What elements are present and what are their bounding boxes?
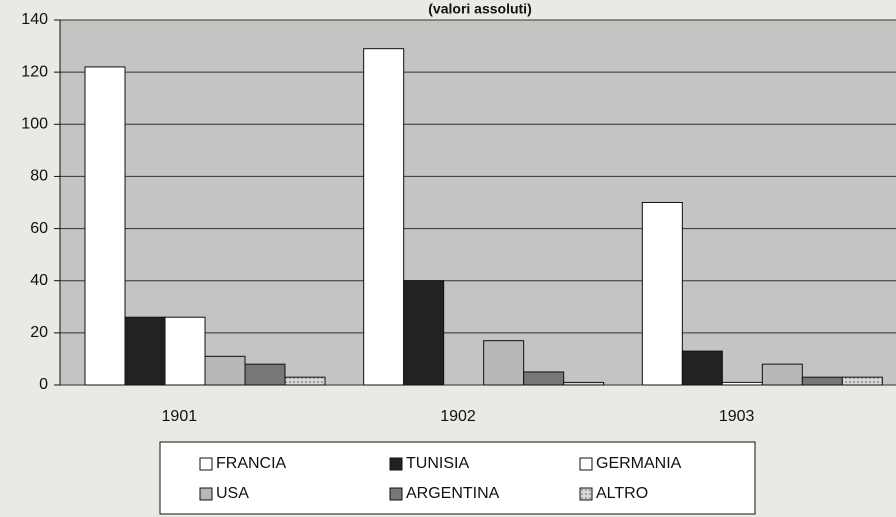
bar <box>403 280 445 386</box>
bar <box>523 371 565 386</box>
chart-subtitle: (valori assoluti) <box>428 1 531 17</box>
y-tick-label: 40 <box>30 272 48 289</box>
bar <box>363 48 405 386</box>
legend-label: ARGENTINA <box>406 485 500 502</box>
bar <box>681 350 723 386</box>
legend-swatch <box>579 457 593 471</box>
legend-label: TUNISIA <box>406 455 469 472</box>
legend-label: GERMANIA <box>596 455 682 472</box>
bar <box>84 66 126 386</box>
bar <box>841 376 883 386</box>
bar <box>801 376 843 386</box>
legend-swatch <box>389 487 403 501</box>
y-tick-label: 0 <box>39 376 48 393</box>
legend-label: USA <box>216 485 249 502</box>
bar <box>761 363 803 386</box>
legend <box>159 441 756 515</box>
bar <box>204 355 246 386</box>
y-tick-label: 60 <box>30 220 48 237</box>
x-tick-label: 1901 <box>162 408 198 425</box>
legend-swatch <box>389 457 403 471</box>
legend-swatch <box>199 457 213 471</box>
y-tick-label: 20 <box>30 324 48 341</box>
legend-swatch <box>199 487 213 501</box>
y-tick-label: 140 <box>21 11 48 28</box>
bar <box>244 363 286 386</box>
bar <box>563 381 605 386</box>
legend-label: FRANCIA <box>216 455 287 472</box>
bar <box>641 202 683 386</box>
legend-swatch <box>579 487 593 501</box>
x-tick-label: 1902 <box>440 408 476 425</box>
bar <box>483 340 525 386</box>
bar <box>284 376 326 386</box>
x-tick-label: 1903 <box>719 408 755 425</box>
bar <box>164 316 206 386</box>
bar <box>124 316 166 386</box>
bar <box>721 381 763 386</box>
legend-label: ALTRO <box>596 485 648 502</box>
y-tick-label: 120 <box>21 63 48 80</box>
y-tick-label: 100 <box>21 116 48 133</box>
y-tick-label: 80 <box>30 168 48 185</box>
